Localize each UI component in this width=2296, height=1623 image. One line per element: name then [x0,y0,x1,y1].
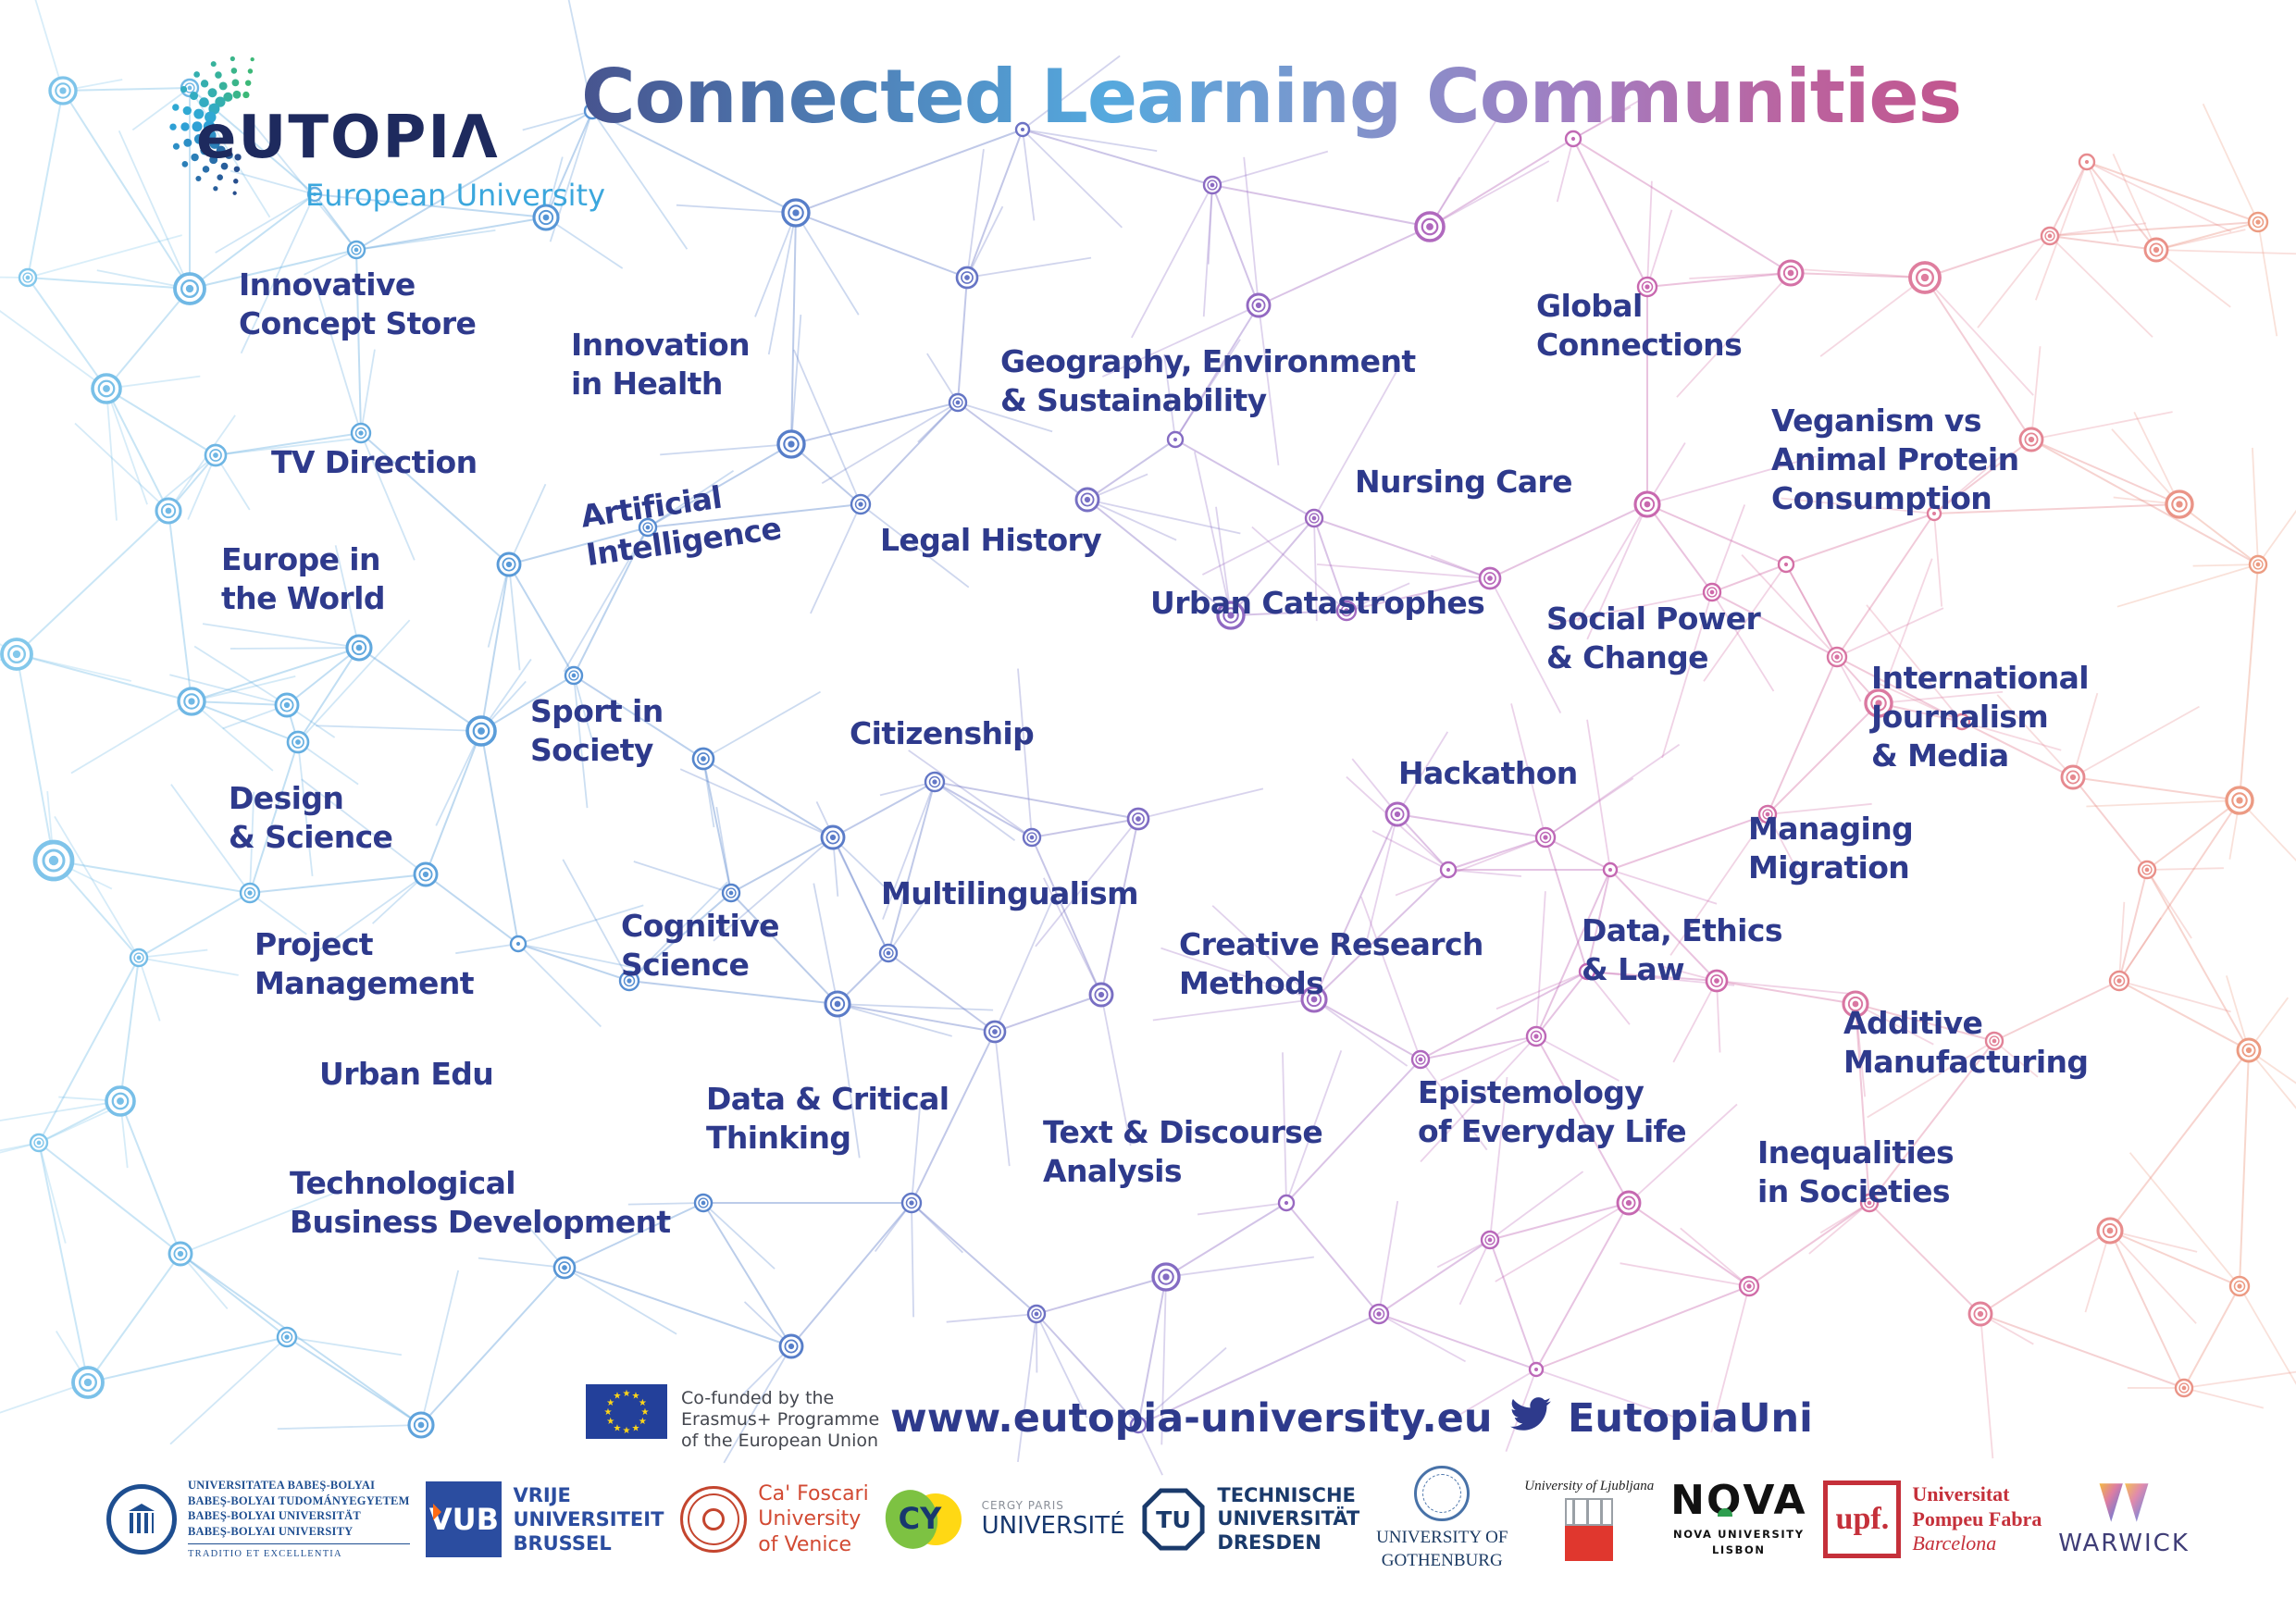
community-label-veganism-vs-animal-protein-consumption: Veganism vs Animal Protein Consumption [1771,403,2019,517]
partner-logo-tu-dresden: TU TECHNISCHE UNIVERSITÄT DRESDEN [1141,1484,1359,1555]
partner-logo-strip: UNIVERSITATEA BABEŞ-BOLYAI BABEŞ-BOLYAI … [106,1455,2190,1584]
partner-logo-upf: upf. Universitat Pompeu Fabra Barcelona [1823,1481,2042,1558]
babes-bolyai-seal-icon [106,1483,177,1555]
community-label-geography-environment-sustainability: Geography, Environment & Sustainability [1000,343,1416,419]
partner-logo-warwick: WARWICK [2058,1481,2190,1557]
cofunded-text: Co-funded by the Erasmus+ Programme of t… [681,1388,880,1451]
twitter-handle[interactable]: EutopiaUni [1568,1395,1813,1442]
community-label-innovative-concept-store: Innovative Concept Store [239,266,477,342]
vub-mark-icon: VUB [426,1481,503,1557]
partner-logo-nova: NOVA NOVA UNIVERSITY LISBON [1670,1476,1807,1556]
svg-text:TU: TU [1157,1506,1192,1533]
community-label-technological-business-development: Technological Business Development [290,1165,671,1241]
community-label-cognitive-science: Cognitive Science [621,908,780,984]
community-label-social-power-change: Social Power & Change [1546,601,1761,676]
community-label-citizenship: Citizenship [850,715,1035,751]
nova-mark-icon: NOVA [1670,1476,1807,1524]
partner-logo-babes-bolyai: UNIVERSITATEA BABEŞ-BOLYAI BABEŞ-BOLYAI … [106,1478,410,1562]
community-label-hackathon: Hackathon [1398,755,1578,791]
community-label-tv-direction: TV Direction [271,444,478,480]
website-link[interactable]: www.eutopia-university.eu [890,1395,1493,1442]
tu-dresden-octagon-icon: TU [1142,1488,1205,1551]
community-label-multilingualism: Multilingualism [881,875,1138,911]
eutopia-logo-subtitle: European University [305,178,606,213]
svg-text:★: ★ [614,1423,622,1433]
community-label-legal-history: Legal History [880,522,1102,558]
upf-mark-icon: upf. [1823,1481,1902,1558]
ca-foscari-seal-icon [680,1486,748,1553]
partner-logo-cy-cergy: CY CERGY PARIS UNIVERSITÉ [879,1484,1125,1555]
community-label-inequalities-in-societies: Inequalities in Societies [1757,1134,1955,1210]
partner-logo-ca-foscari: Ca' Foscari University of Venice [680,1481,869,1558]
svg-text:★: ★ [623,1389,631,1399]
eutopia-logo-dots-icon [169,56,254,195]
svg-text:★: ★ [632,1392,640,1402]
svg-text:★: ★ [639,1398,647,1408]
partner-logo-vub: VUB VRIJE UNIVERSITEIT BRUSSEL [426,1481,664,1557]
community-label-international-journalism-media: International Journalism & Media [1871,660,2090,774]
community-label-managing-migration: Managing Migration [1748,811,1914,886]
community-label-urban-catastrophes: Urban Catastrophes [1150,585,1485,621]
warwick-w-icon [2099,1483,2149,1522]
svg-text:★: ★ [606,1398,614,1408]
svg-text:★: ★ [641,1407,650,1418]
community-label-data-critical-thinking: Data & Critical Thinking [706,1081,949,1157]
svg-text:★: ★ [614,1392,622,1402]
community-label-urban-edu: Urban Edu [319,1056,494,1092]
community-label-sport-in-society: Sport in Society [530,693,664,769]
partner-logo-gothenburg: UNIVERSITY OF GOTHENBURG [1376,1466,1508,1572]
svg-text:★: ★ [632,1423,640,1433]
community-label-project-management: Project Management [254,926,475,1002]
community-label-global-connections: Global Connections [1536,288,1743,364]
eu-flag-icon: ★ ★★★★★★★★★★★ [586,1384,667,1439]
community-label-creative-research-methods: Creative Research Methods [1179,926,1483,1002]
svg-text:★: ★ [604,1407,613,1418]
page-title: Connected Learning Communities [581,54,1962,140]
eutopia-logo-wordmark: eUTOPIΛ [196,104,500,172]
ljubljana-building-icon [1565,1497,1614,1526]
cy-mark-icon: CY [879,1484,971,1555]
svg-text:★: ★ [623,1426,631,1436]
community-label-innovation-in-health: Innovation in Health [571,327,751,403]
svg-text:★: ★ [639,1417,647,1427]
community-label-europe-in-the-world: Europe in the World [221,541,385,617]
community-label-additive-manufacturing: Additive Manufacturing [1843,1005,2089,1081]
community-label-data-ethics-law: Data, Ethics & Law [1582,912,1782,988]
svg-text:★: ★ [606,1417,614,1427]
partner-logo-ljubljana: University of Ljubljana [1524,1479,1654,1561]
community-label-nursing-care: Nursing Care [1355,464,1572,500]
community-label-epistemology-of-everyday-life: Epistemology of Everyday Life [1418,1074,1687,1150]
twitter-icon [1510,1397,1551,1431]
community-label-text-discourse-analysis: Text & Discourse Analysis [1043,1114,1323,1190]
gothenburg-seal-icon [1414,1466,1471,1522]
community-label-design-science: Design & Science [229,780,393,856]
